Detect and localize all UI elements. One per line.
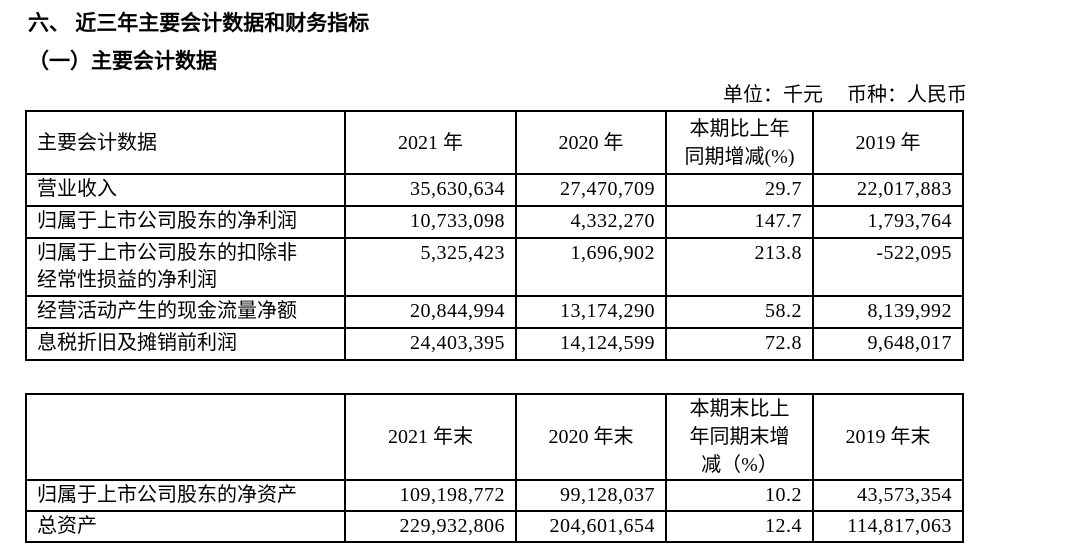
main-header-metric: 主要会计数据 [25,110,346,175]
value-2021-cell: 20,844,994 [344,295,517,329]
value-2020-cell: 27,470,709 [515,173,667,207]
value-2021-cell: 5,325,423 [344,237,517,297]
value-2020-cell: 204,601,654 [515,510,667,543]
table-row-operating-cash-flow: 经营活动产生的现金流量净额 20,844,994 13,174,290 58.2… [25,295,964,329]
table-row-net-assets: 归属于上市公司股东的净资产 109,198,772 99,128,037 10.… [25,479,964,512]
yearend-header-2021: 2021 年末 [344,393,517,481]
value-2019-cell: 9,648,017 [812,327,964,361]
main-header-2019: 2019 年 [812,110,964,175]
table-row-ebitda: 息税折旧及摊销前利润 24,403,395 14,124,599 72.8 9,… [25,327,964,361]
value-2021-cell: 109,198,772 [344,479,517,512]
main-header-change-line2: 同期增减(%) [684,145,795,168]
yearend-header-2020: 2020 年末 [515,393,667,481]
value-2020-cell: 1,696,902 [515,237,667,297]
table-row-net-profit: 归属于上市公司股东的净利润 10,733,098 4,332,270 147.7… [25,205,964,239]
unit-currency-note: 单位：千元 币种：人民币 [25,82,967,108]
metric-cell: 营业收入 [25,173,346,207]
main-accounting-data-table: 主要会计数据 2021 年 2020 年 本期比上年 同期增减(%) 2019 … [25,110,964,361]
yearend-header-change-line3: 减（%） [701,454,778,476]
change-cell: 72.8 [665,327,814,361]
currency-note: 币种：人民币 [847,84,967,106]
value-2021-cell: 229,932,806 [344,510,517,543]
value-2019-cell: 114,817,063 [812,510,964,543]
value-2020-cell: 14,124,599 [515,327,667,361]
metric-cell: 息税折旧及摊销前利润 [25,327,346,361]
value-2019-cell: -522,095 [812,237,964,297]
value-2021-cell: 35,630,634 [344,173,517,207]
change-cell: 12.4 [665,510,814,543]
change-cell: 29.7 [665,173,814,207]
value-2019-cell: 22,017,883 [812,173,964,207]
change-cell: 10.2 [665,479,814,512]
change-cell: 147.7 [665,205,814,239]
yearend-header-change-line2: 年同期末增 [689,426,790,448]
table-row-total-assets: 总资产 229,932,806 204,601,654 12.4 114,817… [25,510,964,543]
yearend-header-change-line1: 本期末比上 [689,398,790,420]
metric-cell: 经营活动产生的现金流量净额 [25,295,346,329]
yearend-table-header-row: 2021 年末 2020 年末 本期末比上 年同期末增 减（%） 2019 年末 [25,393,964,481]
value-2020-cell: 13,174,290 [515,295,667,329]
metric-cell: 总资产 [25,510,346,543]
main-header-2021: 2021 年 [344,110,517,175]
yearend-header-change: 本期末比上 年同期末增 减（%） [665,393,814,481]
yearend-data-table: 2021 年末 2020 年末 本期末比上 年同期末增 减（%） 2019 年末… [25,393,964,543]
main-table-header-row: 主要会计数据 2021 年 2020 年 本期比上年 同期增减(%) 2019 … [25,110,964,175]
yearend-header-blank [25,393,346,481]
value-2021-cell: 10,733,098 [344,205,517,239]
change-cell: 213.8 [665,237,814,297]
value-2019-cell: 8,139,992 [812,295,964,329]
value-2020-cell: 4,332,270 [515,205,667,239]
table-row-net-profit-deducted: 归属于上市公司股东的扣除非经常性损益的净利润 5,325,423 1,696,9… [25,237,964,297]
main-header-change-line1: 本期比上年 [689,117,790,140]
value-2019-cell: 43,573,354 [812,479,964,512]
metric-cell: 归属于上市公司股东的扣除非经常性损益的净利润 [25,237,346,297]
unit-note: 单位：千元 [723,84,823,106]
section-title: 六、 近三年主要会计数据和财务指标 [28,11,370,35]
value-2019-cell: 1,793,764 [812,205,964,239]
change-cell: 58.2 [665,295,814,329]
table-row-operating-revenue: 营业收入 35,630,634 27,470,709 29.7 22,017,8… [25,173,964,207]
main-header-change: 本期比上年 同期增减(%) [665,110,814,175]
yearend-header-2019: 2019 年末 [812,393,964,481]
subsection-title: （一）主要会计数据 [28,49,217,73]
metric-cell: 归属于上市公司股东的净资产 [25,479,346,512]
value-2020-cell: 99,128,037 [515,479,667,512]
metric-cell: 归属于上市公司股东的净利润 [25,205,346,239]
annual-report-page: 六、 近三年主要会计数据和财务指标 （一）主要会计数据 单位：千元 币种：人民币 … [25,11,967,543]
main-header-2020: 2020 年 [515,110,667,175]
value-2021-cell: 24,403,395 [344,327,517,361]
